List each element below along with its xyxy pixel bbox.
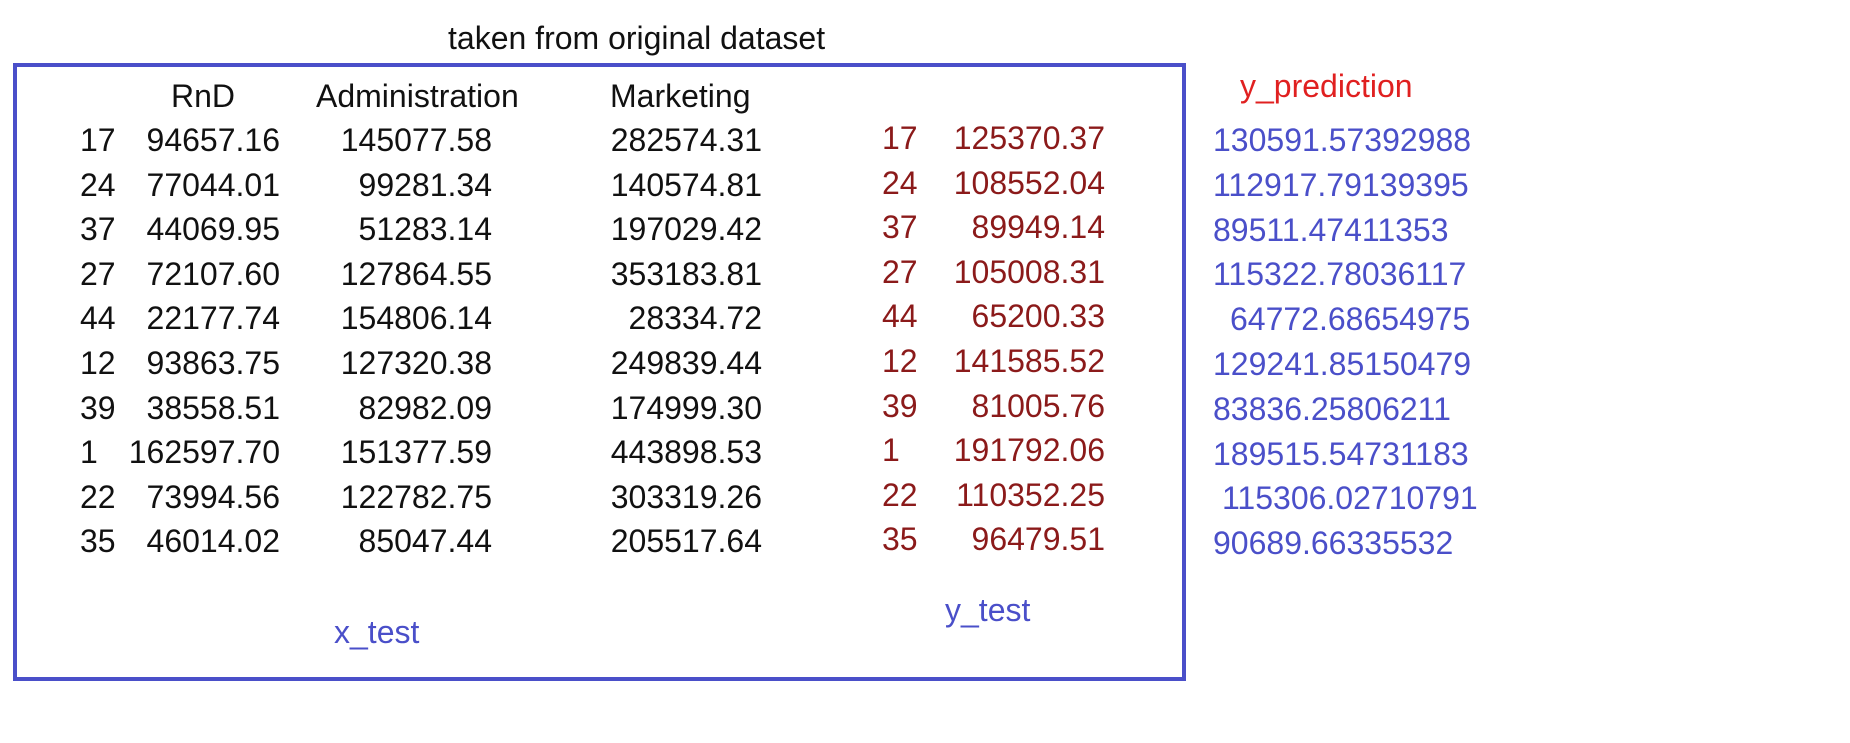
administration-value: 145077.58 bbox=[340, 122, 492, 158]
column-header-marketing: Marketing bbox=[610, 78, 751, 114]
marketing-value: 205517.64 bbox=[610, 523, 762, 560]
row-index: 44 bbox=[882, 298, 918, 335]
marketing-value: 282574.31 bbox=[610, 122, 762, 158]
row-index: 44 bbox=[80, 300, 116, 337]
y-prediction-value: 129241.85150479 bbox=[1213, 346, 1472, 382]
row-index: 27 bbox=[80, 255, 116, 292]
row-index: 1 bbox=[80, 434, 98, 471]
y-prediction-value: 189515.54731183 bbox=[1213, 435, 1469, 472]
y-test-value: 105008.31 bbox=[953, 253, 1105, 290]
dataset-frame bbox=[13, 63, 1186, 681]
y-test-value: 110352.25 bbox=[956, 476, 1105, 513]
row-index: 17 bbox=[882, 120, 918, 156]
column-header-rnd: RnD bbox=[171, 78, 236, 114]
y-prediction-value: 89511.47411353 bbox=[1213, 211, 1449, 248]
y-test-value: 81005.76 bbox=[971, 387, 1105, 424]
administration-value: 82982.09 bbox=[358, 389, 492, 426]
y-prediction-value: 83836.25806211 bbox=[1213, 390, 1451, 427]
x-test-label: x_test bbox=[334, 614, 420, 650]
administration-value: 127864.55 bbox=[340, 255, 492, 292]
marketing-value: 443898.53 bbox=[610, 434, 762, 471]
y-prediction-value: 90689.66335532 bbox=[1213, 525, 1454, 562]
y-test-value: 96479.51 bbox=[971, 521, 1105, 558]
administration-value: 151377.59 bbox=[340, 434, 492, 471]
row-index: 27 bbox=[882, 253, 918, 290]
y-test-value: 125370.37 bbox=[953, 120, 1105, 156]
administration-value: 127320.38 bbox=[340, 345, 492, 381]
row-index: 37 bbox=[882, 209, 918, 246]
row-index: 35 bbox=[80, 523, 116, 560]
marketing-value: 249839.44 bbox=[610, 345, 762, 381]
administration-value: 85047.44 bbox=[358, 523, 492, 560]
y-prediction-value: 130591.57392988 bbox=[1213, 122, 1472, 158]
y-prediction-title: y_prediction bbox=[1240, 68, 1413, 104]
marketing-value: 197029.42 bbox=[610, 211, 762, 248]
column-header-administration: Administration bbox=[316, 78, 519, 114]
marketing-value: 140574.81 bbox=[610, 166, 762, 203]
row-index: 12 bbox=[882, 343, 918, 379]
y-prediction-value: 112917.79139395 bbox=[1213, 166, 1469, 203]
rnd-value: 46014.02 bbox=[146, 523, 280, 560]
row-index: 17 bbox=[80, 122, 116, 158]
rnd-value: 162597.70 bbox=[128, 434, 280, 471]
row-index: 37 bbox=[80, 211, 116, 248]
rnd-value: 77044.01 bbox=[146, 166, 280, 203]
row-index: 24 bbox=[80, 166, 116, 203]
y-test-value: 108552.04 bbox=[953, 164, 1105, 201]
y-test-value: 191792.06 bbox=[953, 432, 1105, 469]
rnd-value: 73994.56 bbox=[146, 478, 280, 515]
row-index: 1 bbox=[882, 432, 900, 469]
row-index: 39 bbox=[80, 389, 116, 426]
administration-value: 154806.14 bbox=[340, 300, 492, 337]
row-index: 24 bbox=[882, 164, 918, 201]
rnd-value: 94657.16 bbox=[146, 122, 280, 158]
administration-value: 51283.14 bbox=[358, 211, 492, 248]
row-index: 22 bbox=[882, 476, 918, 513]
rnd-value: 22177.74 bbox=[146, 300, 280, 337]
y-test-value: 65200.33 bbox=[971, 298, 1105, 335]
administration-value: 99281.34 bbox=[358, 166, 492, 203]
rnd-value: 38558.51 bbox=[146, 389, 280, 426]
y-test-value: 141585.52 bbox=[953, 343, 1105, 379]
page-title: taken from original dataset bbox=[448, 20, 826, 56]
marketing-value: 174999.30 bbox=[610, 389, 762, 426]
rnd-value: 44069.95 bbox=[146, 211, 280, 248]
y-prediction-value: 115322.78036117 bbox=[1213, 256, 1467, 293]
rnd-value: 72107.60 bbox=[146, 255, 280, 292]
row-index: 22 bbox=[80, 478, 116, 515]
marketing-value: 353183.81 bbox=[610, 255, 762, 292]
y-prediction-value: 64772.68654975 bbox=[1230, 301, 1471, 338]
administration-value: 122782.75 bbox=[340, 478, 492, 515]
marketing-value: 28334.72 bbox=[628, 300, 762, 337]
row-index: 39 bbox=[882, 387, 918, 424]
row-index: 35 bbox=[882, 521, 918, 558]
marketing-value: 303319.26 bbox=[610, 478, 762, 515]
row-index: 12 bbox=[80, 345, 116, 381]
rnd-value: 93863.75 bbox=[146, 345, 280, 381]
y-prediction-value: 115306.02710791 bbox=[1222, 480, 1478, 517]
y-test-value: 89949.14 bbox=[971, 209, 1105, 246]
y-test-label: y_test bbox=[945, 592, 1031, 628]
